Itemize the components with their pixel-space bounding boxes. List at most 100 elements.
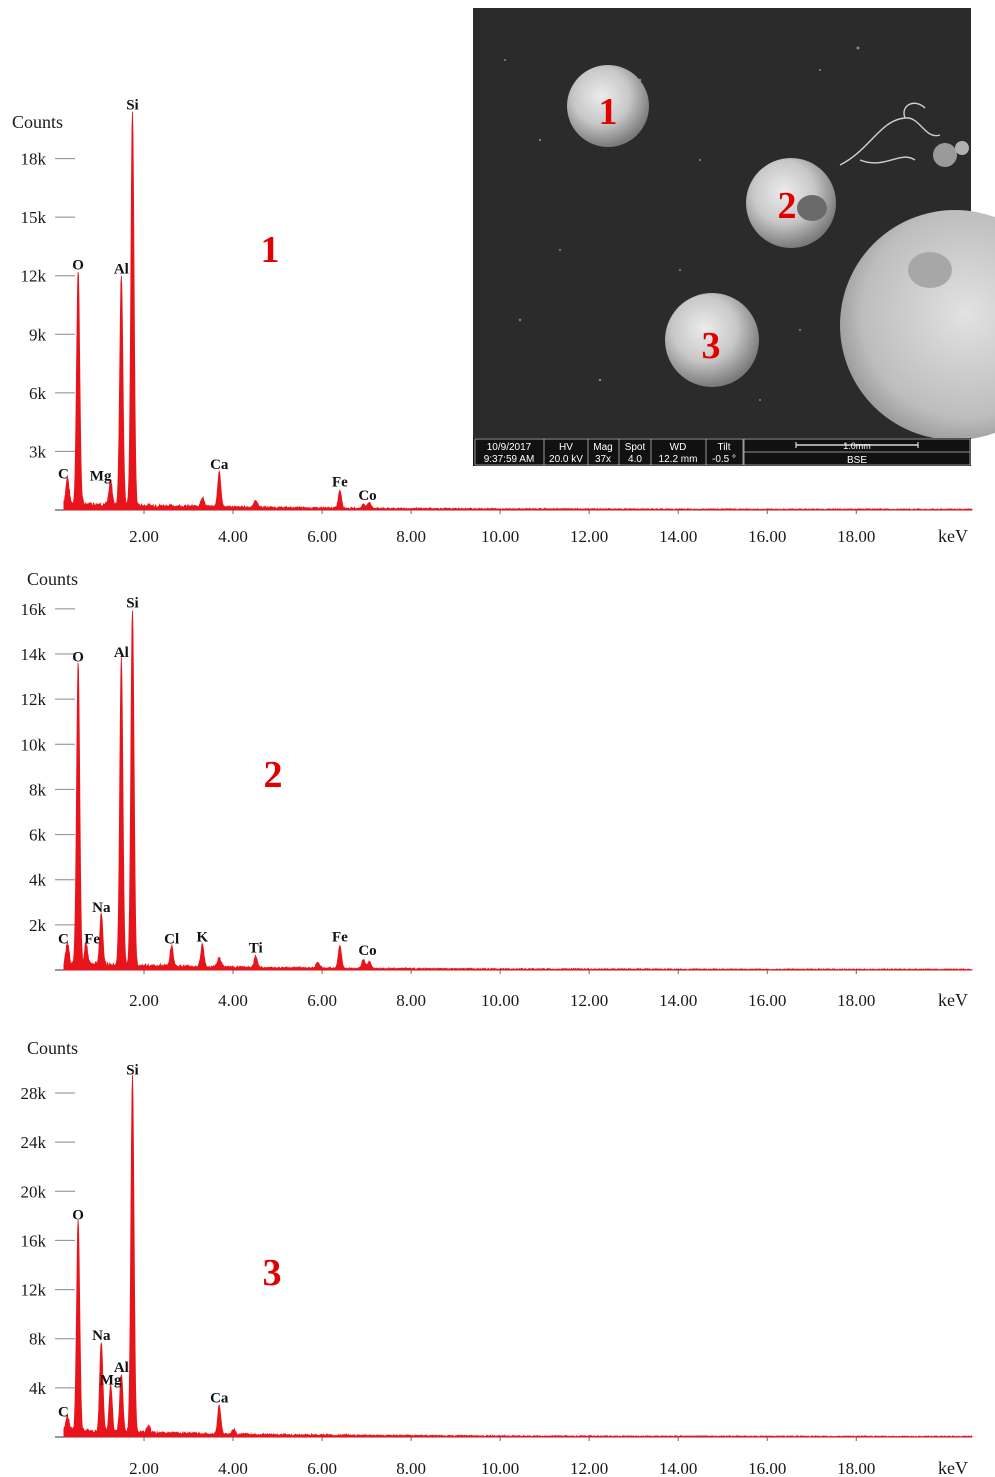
sem-detector: BSE [847,455,867,466]
y-tick-label: 3k [29,442,47,461]
x-tick-label: 6.00 [307,1459,337,1477]
x-axis-title: keV [938,1458,968,1477]
sem-spot-header: Spot [625,442,646,453]
x-tick-label: 10.00 [481,1459,519,1477]
spectrum-1: 3k 6k 9k 12k 15k 18k 2.00 4.00 6.00 8.00 10.00 12.0… [12,98,973,546]
peak-label-cl: Cl [164,932,179,948]
peak-label-mg: Mg [100,1372,122,1388]
y-tick-label: 2k [29,916,47,935]
panel-number: 2 [264,754,283,796]
peak-label-si: Si [126,98,139,114]
y-tick-label: 12k [21,690,47,709]
peak-label-al: Al [114,645,129,661]
x-tick-label: 10.00 [481,991,519,1010]
x-axis-title: keV [938,526,968,546]
peak-label-c: C [58,467,69,483]
x-tick-label: 6.00 [307,527,337,546]
peak-label-c: C [58,1404,69,1420]
x-tick-label: 12.00 [570,991,608,1010]
spectrum-trace [63,111,973,511]
y-axis-title: Counts [27,569,78,589]
peak-label-o: O [72,650,84,666]
sem-tilt-value: -0.5 ° [712,454,736,465]
peak-label-na: Na [92,1328,111,1344]
peak-label-al: Al [114,1360,129,1376]
peak-label-o: O [72,1208,84,1224]
y-tick-label: 10k [21,735,47,754]
x-tick-label: 18.00 [837,527,875,546]
sem-tilt-header: Tilt [718,442,731,453]
spectrum-trace [63,610,973,971]
x-tick-label: 10.00 [481,527,519,546]
x-tick-label: 8.00 [396,991,426,1010]
sem-hv-header: HV [559,442,573,453]
sem-mag-value: 37x [595,454,611,465]
spectrum-trace [63,1074,973,1438]
sem-debris [933,143,957,167]
y-axis-title: Counts [12,112,63,132]
sem-wd-value: 12.2 mm [659,454,698,465]
y-tick-label: 6k [29,384,47,403]
sem-label-3: 3 [702,325,721,367]
y-tick-label: 24k [21,1133,47,1152]
y-tick-label: 8k [29,1330,47,1349]
x-tick-label: 14.00 [659,1459,697,1477]
sem-sphere-2-pit [797,195,827,221]
panel-number: 3 [263,1252,282,1294]
peak-label-ca: Ca [210,457,229,473]
y-tick-label: 28k [21,1084,47,1103]
x-tick-label: 18.00 [837,991,875,1010]
sem-date: 10/9/2017 [487,442,532,453]
y-tick-label: 12k [21,1281,47,1300]
x-tick-label: 12.00 [570,527,608,546]
y-axis-title: Counts [27,1038,78,1058]
y-tick-label: 15k [21,208,47,227]
sem-label-1: 1 [599,91,618,133]
peak-label-c: C [58,932,69,948]
y-tick-label: 14k [21,645,47,664]
x-tick-label: 2.00 [129,991,159,1010]
y-tick-label: 9k [29,325,47,344]
peak-label-ca: Ca [210,1391,229,1407]
x-tick-label: 14.00 [659,991,697,1010]
x-tick-label: 2.00 [129,1459,159,1477]
x-tick-label: 16.00 [748,991,786,1010]
y-tick-label: 4k [29,871,47,890]
peak-label-si: Si [126,595,139,611]
y-tick-label: 20k [21,1182,47,1201]
sem-sphere-1 [567,65,649,147]
peak-label-na: Na [92,900,111,916]
peak-label-fe: Fe [332,474,348,490]
x-tick-label: 4.00 [218,527,248,546]
peak-label-co: Co [358,488,376,504]
spectrum-3: 4k 8k 12k 16k 20k 24k 28k 2.00 4.00 6.00 8.00 10.00… [21,1038,973,1477]
x-tick-label: 6.00 [307,991,337,1010]
x-axis-title: keV [938,990,968,1010]
y-tick-label: 16k [21,600,47,619]
x-tick-label: 16.00 [748,527,786,546]
y-tick-label: 16k [21,1231,47,1250]
y-tick-label: 18k [21,150,47,169]
sem-wd-header: WD [670,442,687,453]
peak-label-al: Al [114,262,129,278]
y-tick-label: 6k [29,826,47,845]
sem-hv-value: 20.0 kV [549,454,583,465]
spectrum-2: 2k 4k 6k 8k 10k 12k 14k 16k 2.00 4.00 6.00 8.00 10.0… [21,569,973,1010]
x-tick-label: 8.00 [396,1459,426,1477]
y-tick-label: 8k [29,780,47,799]
x-tick-label: 4.00 [218,991,248,1010]
sem-time: 9:37:59 AM [484,454,535,465]
x-tick-label: 16.00 [748,1459,786,1477]
y-tick-label: 12k [21,267,47,286]
x-tick-label: 4.00 [218,1459,248,1477]
x-tick-label: 14.00 [659,527,697,546]
peak-label-mg: Mg [90,469,112,485]
y-tick-label: 4k [29,1379,47,1398]
sem-sphere-3 [665,293,759,387]
x-tick-label: 2.00 [129,527,159,546]
sem-label-2: 2 [778,185,797,227]
sem-fibre [839,102,941,166]
sem-scale-label: 1.0mm [843,441,871,451]
peak-label-fe: Fe [84,932,100,948]
